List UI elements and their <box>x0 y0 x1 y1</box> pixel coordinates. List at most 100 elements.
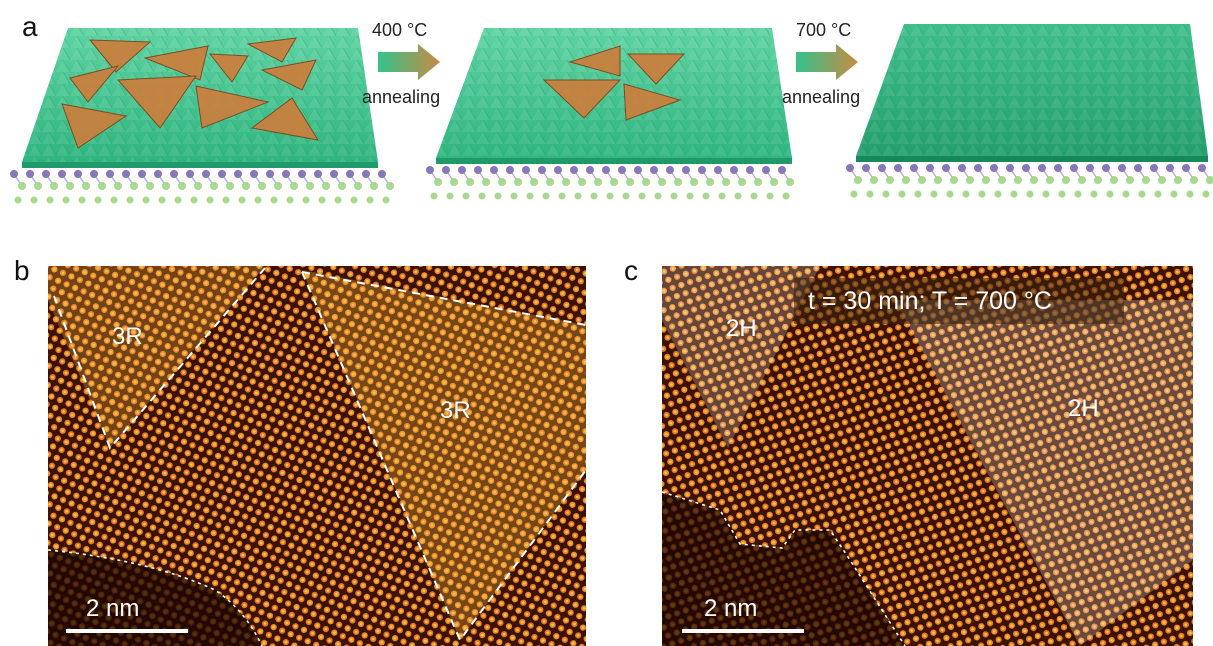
atom-chalcogen <box>258 182 266 190</box>
panel-b: b 3R 3R 2 nm <box>14 255 587 646</box>
panel-c: c t = 30 min; T = 700 °C 2H 2H 2 nm <box>624 255 1193 646</box>
atom-chalcogen <box>498 178 506 186</box>
atom-metal <box>186 170 194 178</box>
atom-chalcogen <box>686 192 694 200</box>
atom-chalcogen <box>286 196 294 204</box>
atom-chalcogen <box>466 178 474 186</box>
atom-chalcogen <box>254 196 262 204</box>
atom-metal <box>362 170 370 178</box>
atom-metal <box>250 170 258 178</box>
atom-metal <box>474 166 482 174</box>
atom-chalcogen <box>966 176 974 184</box>
phase-label-2h-2: 2H <box>1068 395 1099 422</box>
atom-chalcogen <box>478 192 486 200</box>
atom-chalcogen <box>494 192 502 200</box>
atom-metal <box>990 164 998 172</box>
atom-chalcogen <box>114 182 122 190</box>
atom-chalcogen <box>690 178 698 186</box>
atom-chalcogen <box>350 196 358 204</box>
atom-metal <box>1166 164 1174 172</box>
atom-chalcogen <box>178 182 186 190</box>
atom-chalcogen <box>354 182 362 190</box>
atom-metal <box>266 170 274 178</box>
sheet-400c <box>426 28 794 200</box>
atom-chalcogen <box>1190 176 1198 184</box>
atom-chalcogen <box>1026 190 1034 198</box>
atom-metal <box>154 170 162 178</box>
atom-chalcogen <box>1078 176 1086 184</box>
atom-chalcogen <box>510 192 518 200</box>
atom-chalcogen <box>526 192 534 200</box>
atom-metal <box>570 166 578 174</box>
atom-metal <box>74 170 82 178</box>
atom-chalcogen <box>982 176 990 184</box>
atom-chalcogen <box>370 182 378 190</box>
domain-2h-1 <box>662 266 820 448</box>
atom-chalcogen <box>334 196 342 204</box>
atom-metal <box>330 170 338 178</box>
panel-label-b: b <box>14 255 30 286</box>
atom-metal <box>490 166 498 174</box>
atom-metal <box>586 166 594 174</box>
atom-chalcogen <box>1090 190 1098 198</box>
atom-metal <box>218 170 226 178</box>
atom-chalcogen <box>430 192 438 200</box>
atom-metal <box>1118 164 1126 172</box>
atom-chalcogen <box>94 196 102 204</box>
atom-chalcogen <box>1042 190 1050 198</box>
atom-chalcogen <box>450 178 458 186</box>
atom-chalcogen <box>338 182 346 190</box>
atom-chalcogen <box>1122 190 1130 198</box>
atom-chalcogen <box>750 192 758 200</box>
atom-chalcogen <box>1010 190 1018 198</box>
atom-metal <box>698 166 706 174</box>
atom-metal <box>1198 164 1206 172</box>
atom-chalcogen <box>558 192 566 200</box>
atom-chalcogen <box>930 190 938 198</box>
sheet-700c <box>846 24 1213 198</box>
atom-metal <box>878 164 886 172</box>
atom-metal <box>1102 164 1110 172</box>
atom-chalcogen <box>770 178 778 186</box>
atom-chalcogen <box>766 192 774 200</box>
atom-chalcogen <box>66 182 74 190</box>
atom-metal <box>1182 164 1190 172</box>
atom-chalcogen <box>222 196 230 204</box>
atom-chalcogen <box>190 196 198 204</box>
atom-chalcogen <box>238 196 246 204</box>
atom-chalcogen <box>1202 190 1210 198</box>
atom-metal <box>666 166 674 174</box>
atom-chalcogen <box>306 182 314 190</box>
atom-chalcogen <box>946 190 954 198</box>
atom-metal <box>538 166 546 174</box>
atom-chalcogen <box>302 196 310 204</box>
atom-chalcogen <box>546 178 554 186</box>
atom-metal <box>958 164 966 172</box>
atom-chalcogen <box>606 192 614 200</box>
phase-label-3r-1: 3R <box>112 323 143 350</box>
atom-chalcogen <box>594 178 602 186</box>
atom-chalcogen <box>1014 176 1022 184</box>
atom-chalcogen <box>674 178 682 186</box>
atom-chalcogen <box>14 196 22 204</box>
atom-chalcogen <box>274 182 282 190</box>
atom-chalcogen <box>578 178 586 186</box>
atom-metal <box>730 166 738 174</box>
atom-chalcogen <box>366 196 374 204</box>
atom-chalcogen <box>1158 176 1166 184</box>
atom-metal <box>90 170 98 178</box>
atom-metal <box>1070 164 1078 172</box>
atom-chalcogen <box>1170 190 1178 198</box>
step-1-process: annealing <box>362 87 440 107</box>
atom-chalcogen <box>210 182 218 190</box>
atom-metal <box>298 170 306 178</box>
atom-chalcogen <box>950 176 958 184</box>
atom-chalcogen <box>782 192 790 200</box>
atom-metal <box>442 166 450 174</box>
atom-chalcogen <box>850 190 858 198</box>
atom-chalcogen <box>914 190 922 198</box>
stem-image-c: t = 30 min; T = 700 °C 2H 2H 2 nm <box>661 266 1193 646</box>
atom-metal <box>926 164 934 172</box>
atom-metal <box>1054 164 1062 172</box>
atom-metal <box>974 164 982 172</box>
